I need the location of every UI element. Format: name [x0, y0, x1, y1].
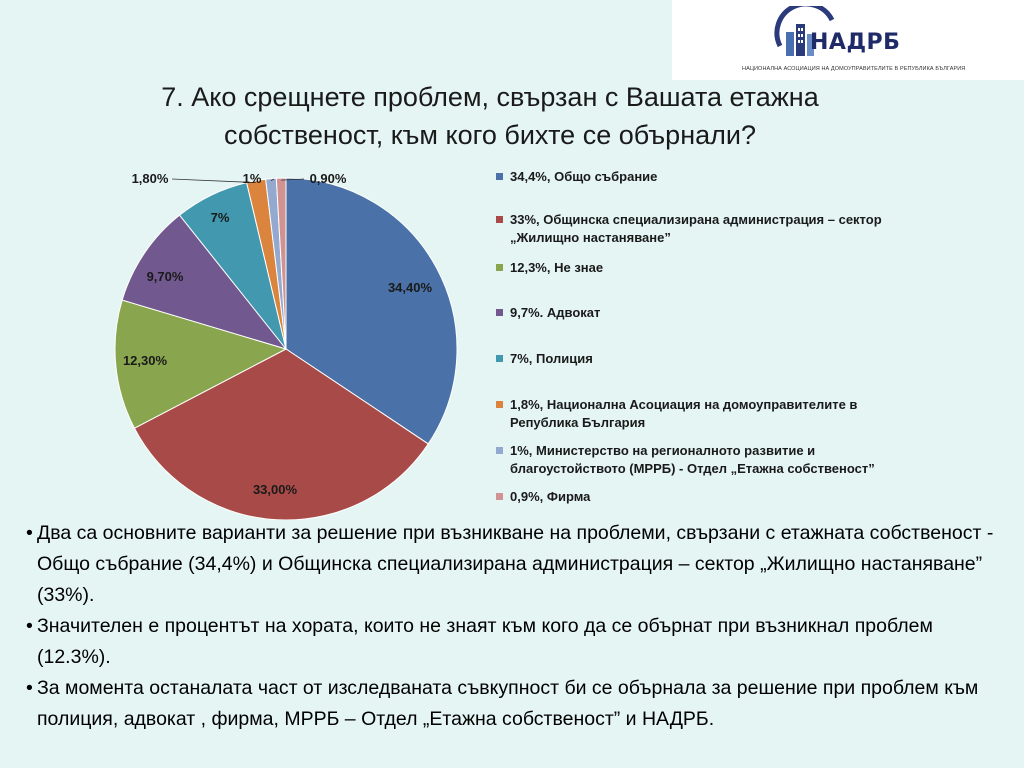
legend-swatch — [496, 447, 503, 454]
pie-slice — [275, 177, 287, 350]
logo: НАДРБ НАЦИОНАЛНА АСОЦИАЦИЯ НА ДОМОУПРАВИ… — [672, 0, 1024, 80]
legend-label: 1,8%, Национална Асоциация на домоуправи… — [510, 397, 858, 430]
pie-slice — [121, 214, 288, 350]
bullet-text: Значителен е процентът на хората, които … — [37, 615, 933, 668]
bullet-item: • Два са основните варианти за решение пр… — [26, 518, 996, 611]
legend-label: 33%, Общинска специализирана администрац… — [510, 212, 882, 245]
title-line-2: собственост, към кого бихте се обърнали? — [224, 120, 756, 150]
bullet-item: • Значителен е процентът на хората, коит… — [26, 611, 996, 673]
leader-line — [270, 178, 275, 182]
data-label: 33,00% — [253, 482, 298, 497]
data-label: 7% — [211, 210, 230, 225]
legend-label: 12,3%, Не знае — [510, 260, 604, 275]
summary-bullets: • Два са основните варианти за решение пр… — [26, 518, 996, 735]
data-label: 9,70% — [147, 269, 184, 284]
legend-item: 9,7%. Адвокат — [496, 304, 600, 322]
bullet-text: Два са основните варианти за решение при… — [37, 522, 994, 606]
data-label: 12,30% — [123, 353, 168, 368]
legend-item: 12,3%, Не знае — [496, 259, 603, 277]
bullet-mark: • — [26, 677, 33, 699]
legend-label: 9,7%. Адвокат — [510, 305, 601, 320]
legend-item: 34,4%, Общо събрание — [496, 168, 657, 186]
legend-swatch — [496, 401, 503, 408]
legend-item: 1%, Министерство на регионалното развити… — [496, 442, 926, 478]
leader-line — [281, 178, 305, 181]
data-label: 1% — [243, 171, 262, 186]
data-label: 1,80% — [132, 171, 169, 186]
logo-subtitle: НАЦИОНАЛНА АСОЦИАЦИЯ НА ДОМОУПРАВИТЕЛИТЕ… — [742, 66, 966, 72]
legend-item: 1,8%, Национална Асоциация на домоуправи… — [496, 396, 926, 432]
data-label: 34,40% — [388, 280, 433, 295]
legend-swatch — [496, 355, 503, 362]
pie-slice — [114, 299, 288, 429]
pie-slice — [133, 348, 429, 520]
page-title: 7. Ако срещнете проблем, свързан с Вашат… — [70, 78, 910, 154]
legend-swatch — [496, 216, 503, 223]
bullet-mark: • — [26, 615, 33, 637]
legend-label: 0,9%, Фирма — [510, 489, 591, 504]
bullet-mark: • — [26, 522, 33, 544]
legend-item: 33%, Общинска специализирана администрац… — [496, 211, 926, 247]
legend-label: 1%, Министерство на регионалното развити… — [510, 443, 875, 476]
bullet-item: • За момента останалата част от изследван… — [26, 673, 996, 735]
legend-swatch — [496, 173, 503, 180]
legend-item: 0,9%, Фирма — [496, 488, 590, 506]
logo-name: НАДРБ — [810, 30, 901, 55]
leader-line — [171, 178, 257, 183]
data-label: 0,90% — [310, 171, 347, 186]
pie-chart: 34,40% 33,00% 12,30% 9,70% 7% 1,80% 1% 0,90% — [114, 171, 458, 520]
legend-label: 34,4%, Общо събрание — [510, 169, 658, 184]
legend-swatch — [496, 264, 503, 271]
legend-label: 7%, Полиция — [510, 351, 593, 366]
building-logo-icon — [774, 6, 835, 56]
bullet-text: За момента останалата част от изследвана… — [37, 677, 979, 730]
legend-item: 7%, Полиция — [496, 350, 593, 368]
legend-swatch — [496, 493, 503, 500]
title-line-1: 7. Ако срещнете проблем, свързан с Вашат… — [161, 82, 819, 112]
legend-swatch — [496, 309, 503, 316]
